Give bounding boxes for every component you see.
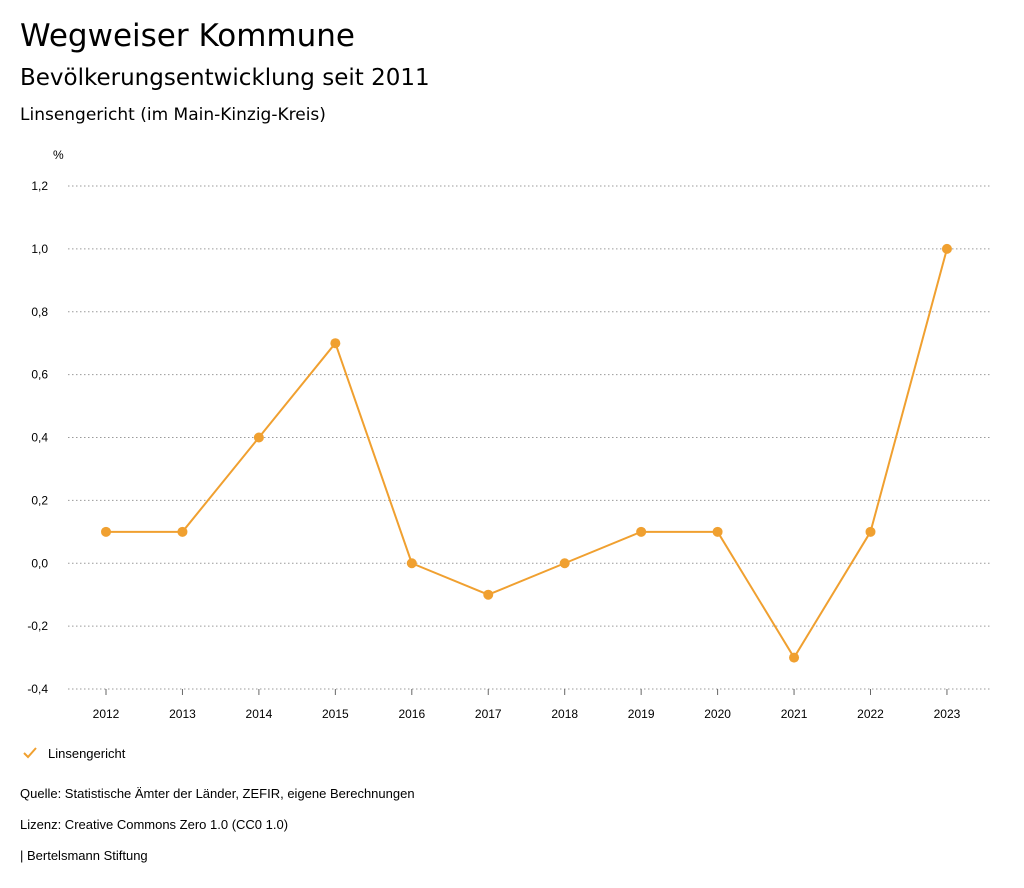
x-tick-label: 2022 <box>857 707 884 721</box>
line-chart: % -0,4 -0,2 0,0 0,2 0,4 0,6 0,8 1,0 1,2 2012 2013 20… <box>27 148 990 721</box>
x-tick-label: 2015 <box>322 707 349 721</box>
data-point <box>177 526 188 537</box>
y-tick-label: -0,4 <box>27 682 48 696</box>
x-tick-label: 2021 <box>781 707 808 721</box>
region-label: Linsengericht (im Main-Kinzig-Kreis) <box>20 105 326 125</box>
y-tick-label: 1,2 <box>31 179 48 193</box>
data-point <box>941 243 952 254</box>
y-axis-unit-label: % <box>53 148 64 162</box>
brand-credit: | Bertelsmann Stiftung <box>20 848 148 863</box>
source-note: Quelle: Statistische Ämter der Länder, Z… <box>20 786 415 801</box>
data-point <box>712 526 723 537</box>
page-title: Wegweiser Kommune <box>20 18 355 54</box>
data-point <box>253 432 264 443</box>
data-point <box>330 338 341 349</box>
x-tick-label: 2013 <box>169 707 196 721</box>
legend-label: Linsengericht <box>48 745 126 761</box>
x-tick-label: 2016 <box>398 707 425 721</box>
x-tick-label: 2019 <box>628 707 655 721</box>
data-point <box>406 558 417 569</box>
y-tick-label: 0,2 <box>31 493 48 507</box>
x-tick-label: 2020 <box>704 707 731 721</box>
y-tick-label: 0,0 <box>31 556 48 570</box>
x-tick-label: 2023 <box>934 707 961 721</box>
license-note: Lizenz: Creative Commons Zero 1.0 (CC0 1… <box>20 817 289 832</box>
data-point <box>865 526 876 537</box>
data-point <box>559 558 570 569</box>
x-tick-label: 2012 <box>93 707 120 721</box>
chart-subtitle: Bevölkerungsentwicklung seit 2011 <box>20 65 430 91</box>
legend[interactable]: Linsengericht <box>22 745 125 761</box>
x-tick-label: 2017 <box>475 707 502 721</box>
y-tick-label: 0,6 <box>31 368 48 382</box>
series-line <box>106 248 948 659</box>
data-point <box>483 589 494 600</box>
data-point <box>789 652 800 663</box>
data-point <box>636 526 647 537</box>
y-tick-label: 1,0 <box>31 242 48 256</box>
y-tick-label: 0,4 <box>31 431 48 445</box>
data-point <box>101 526 111 537</box>
checkmark-icon <box>23 747 37 759</box>
x-tick-label: 2014 <box>246 707 273 721</box>
y-tick-label: -0,2 <box>27 619 48 633</box>
x-tick-label: 2018 <box>551 707 578 721</box>
y-tick-label: 0,8 <box>31 305 48 319</box>
